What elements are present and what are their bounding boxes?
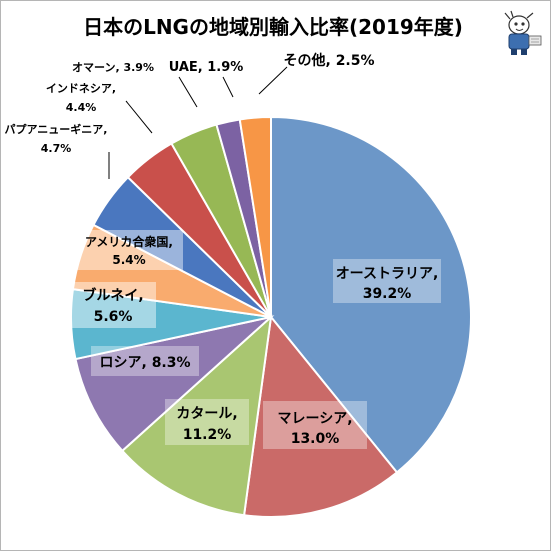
slice-label: オマーン, 3.9% [72, 61, 154, 74]
slice-label: UAE, 1.9% [169, 60, 244, 75]
slice-category-label: マレーシア, [277, 411, 352, 427]
slice-category-label: カタール, [176, 406, 237, 422]
slice-value-label: 5.4% [112, 253, 145, 267]
data-label-box [75, 230, 183, 270]
slice-label: ロシア, 8.3% [99, 355, 190, 371]
pie-slice [238, 115, 272, 318]
leader-line [125, 100, 153, 134]
pie-slice [242, 314, 399, 518]
data-label-box [70, 282, 156, 328]
slice-value-label: 39.2% [363, 286, 412, 302]
slice-value-label: 5.6% [94, 309, 133, 325]
leader-line [258, 66, 288, 95]
pie-slice [270, 115, 472, 474]
leader-line [178, 76, 198, 108]
data-label-box [91, 346, 199, 376]
slice-label: その他, 2.5% [283, 52, 374, 69]
leader-line [222, 76, 234, 98]
slice-category-label: パプアニューギニア, [5, 122, 108, 136]
slice-value-label: 11.2% [183, 427, 232, 443]
data-label-box [165, 399, 249, 445]
pie-slice [120, 314, 273, 517]
data-label-box [333, 259, 441, 303]
slice-category-label: アメリカ合衆国, [85, 234, 173, 249]
slice-category-label: オーストラリア, [336, 266, 439, 282]
slice-category-label: ブルネイ, [82, 287, 143, 304]
slice-value-label: 13.0% [291, 431, 340, 447]
chart-title: 日本のLNGの地域別輸入比率(2019年度) [83, 15, 463, 39]
slice-value-label: 4.4% [66, 101, 97, 114]
data-label-box [263, 401, 367, 449]
slice-category-label: インドネシア, [46, 82, 116, 95]
pie-slice [74, 315, 275, 453]
slice-value-label: 4.7% [41, 142, 72, 155]
mascot-illustration [504, 10, 542, 55]
